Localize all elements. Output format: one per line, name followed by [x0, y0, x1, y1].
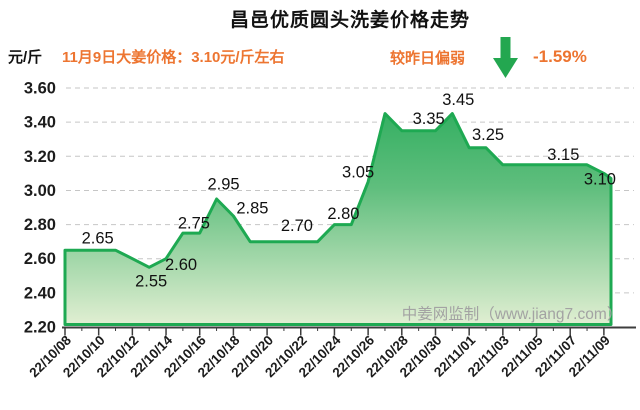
- y-axis-unit-label: 元/斤: [8, 49, 43, 66]
- y-tick-label: 3.60: [24, 80, 56, 98]
- data-label: 3.35: [413, 110, 445, 128]
- change-percent: -1.59%: [533, 47, 587, 66]
- y-tick-label: 3.00: [24, 182, 56, 200]
- chart-title: 昌邑优质圆头洗姜价格走势: [229, 10, 470, 31]
- area-series: [63, 112, 613, 326]
- data-label: 3.05: [342, 163, 374, 181]
- data-label: 3.10: [584, 171, 616, 189]
- y-tick-label: 3.40: [24, 114, 56, 132]
- data-label: 2.80: [327, 205, 359, 223]
- data-label: 2.95: [207, 175, 239, 193]
- data-label: 2.65: [82, 230, 114, 248]
- data-label: 3.25: [472, 126, 504, 144]
- data-label: 2.70: [281, 217, 313, 235]
- y-tick-label: 2.40: [24, 284, 56, 302]
- down-arrow-icon: [493, 37, 518, 78]
- data-label: 3.45: [442, 91, 474, 109]
- y-tick-label: 2.80: [24, 216, 56, 234]
- today-price-subtitle: 11月9日大姜价格：3.10元/斤左右: [62, 49, 285, 66]
- watermark-text: 中姜网监制（www.jiang7.com）: [402, 305, 623, 323]
- data-label: 2.60: [165, 256, 197, 274]
- y-tick-label: 2.20: [24, 319, 56, 337]
- trend-label: 较昨日偏弱: [390, 50, 466, 67]
- data-label: 2.55: [135, 273, 167, 291]
- y-tick-label: 2.60: [24, 250, 56, 268]
- y-tick-label: 3.20: [24, 148, 56, 166]
- down-arrow-shape: [493, 37, 518, 78]
- data-label: 2.75: [178, 214, 210, 232]
- data-label: 2.85: [236, 199, 268, 217]
- data-label: 3.15: [547, 146, 579, 164]
